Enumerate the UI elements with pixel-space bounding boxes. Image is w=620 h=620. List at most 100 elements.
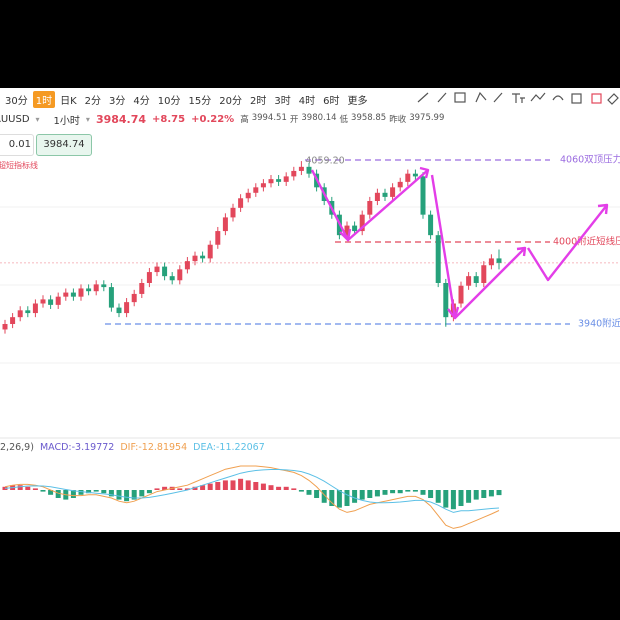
stat-label: 开	[289, 115, 299, 125]
candle-body	[298, 166, 304, 171]
toolbar-icons	[417, 91, 619, 105]
macd-params: 2,26,9) MACD:-3.19772 DIF:-12.81954 DEA:-11…	[0, 442, 265, 453]
candle-body	[412, 173, 418, 177]
candle-body	[17, 310, 23, 318]
period-button[interactable]: 6时	[323, 95, 340, 107]
period-button[interactable]: 2分	[84, 95, 102, 107]
macd-bar	[367, 490, 373, 498]
macd-bar	[283, 486, 289, 490]
macd-bar	[48, 490, 54, 495]
candle-body	[40, 299, 46, 304]
interval[interactable]: 1小时	[53, 115, 80, 127]
candle-body	[184, 261, 190, 270]
macd-bar	[101, 490, 107, 494]
macd-bar	[291, 488, 297, 490]
symbol[interactable]: AUUSD	[0, 113, 30, 125]
period-button[interactable]: 10分	[157, 95, 181, 107]
period-button[interactable]: 3分	[109, 95, 126, 107]
change: +8.75	[152, 113, 186, 125]
candle-body	[352, 225, 358, 232]
candle-body	[420, 176, 426, 215]
macd-bar	[473, 490, 479, 500]
level-label: 3940附近支撑	[578, 318, 620, 330]
macd-bar	[192, 486, 198, 490]
period-button[interactable]: 2时	[250, 95, 267, 107]
dropdown-caret: ▾	[85, 114, 90, 124]
candle-body	[200, 255, 206, 259]
order-price[interactable]: 3984.74	[36, 134, 92, 156]
period-button[interactable]: 15分	[188, 95, 212, 107]
level-label: 4060双顶压力	[560, 154, 620, 166]
candle-body	[458, 285, 464, 304]
candle-body	[268, 179, 274, 184]
macd-bar	[352, 490, 358, 503]
candle-body	[428, 214, 434, 236]
macd-bar	[450, 490, 456, 510]
macd-bar	[32, 488, 38, 490]
candle-body	[25, 310, 31, 314]
period-button[interactable]: 日K	[60, 95, 77, 107]
stat-label: 高	[240, 115, 249, 125]
macd-bar	[253, 482, 259, 490]
period-button[interactable]: 4分	[133, 95, 150, 107]
candle-body	[10, 317, 16, 324]
stat-label: 昨收	[389, 115, 407, 125]
macd-legend: 2,26,9)	[0, 442, 34, 453]
macd-bar	[78, 490, 84, 495]
quote-bar: AUUSD ▾ 1小时 ▾ 3984.74 +8.75 +0.22% 高3994.5…	[0, 110, 444, 128]
candle-body	[238, 198, 244, 208]
candle-body	[2, 324, 8, 330]
candle-body	[283, 176, 289, 182]
candle-body	[306, 166, 312, 174]
macd-bar	[412, 490, 418, 492]
macd-bar	[222, 480, 228, 490]
macd-bar	[86, 490, 92, 494]
candle-body	[245, 192, 251, 199]
stat-value: 3958.85	[351, 113, 387, 123]
candle-body	[443, 283, 449, 318]
candle-body	[473, 276, 479, 283]
period-button[interactable]: 3时	[274, 95, 291, 107]
macd-bar	[314, 490, 320, 498]
candle-body	[397, 181, 403, 188]
period-button[interactable]: 1时	[32, 90, 56, 108]
macd-bar	[420, 490, 426, 495]
change-pct: +0.22%	[191, 113, 235, 125]
candle-body	[374, 192, 380, 201]
macd-bar	[93, 490, 99, 492]
level-label: 4000附近短线压力	[553, 236, 620, 248]
stat-label: 低	[339, 115, 349, 125]
macd-bar	[344, 490, 350, 506]
stat-value: 3980.14	[301, 113, 337, 123]
period-button[interactable]: 30分	[5, 95, 28, 107]
dropdown-caret: ▾	[35, 114, 40, 124]
peak-label: 4059.20	[305, 156, 344, 167]
period-button[interactable]: 20分	[219, 95, 242, 107]
candle-body	[359, 214, 365, 232]
candle-body	[405, 173, 411, 182]
macd-bar	[146, 490, 152, 494]
candle-body	[435, 235, 441, 283]
period-button[interactable]: 更多	[347, 95, 368, 107]
macd-bar	[55, 490, 61, 498]
period-button[interactable]: 4时	[298, 95, 316, 107]
candle-body	[215, 231, 221, 245]
lots-input[interactable]: 0.01	[0, 134, 34, 156]
macd-bar	[397, 490, 403, 494]
macd-bar	[382, 490, 388, 495]
candle-body	[131, 293, 137, 303]
candle-body	[260, 183, 266, 188]
candle-body	[481, 265, 487, 283]
macd-bar	[230, 480, 236, 490]
macd-bar	[466, 490, 472, 503]
macd-legend: MACD:-3.19772	[40, 442, 114, 453]
stat-value: 3975.99	[409, 113, 445, 123]
macd-bar	[359, 490, 365, 500]
candle-body	[86, 288, 92, 292]
candle-body	[162, 266, 168, 277]
macd-bar	[496, 490, 502, 496]
macd-bar	[336, 490, 342, 508]
candle-body	[466, 276, 472, 286]
